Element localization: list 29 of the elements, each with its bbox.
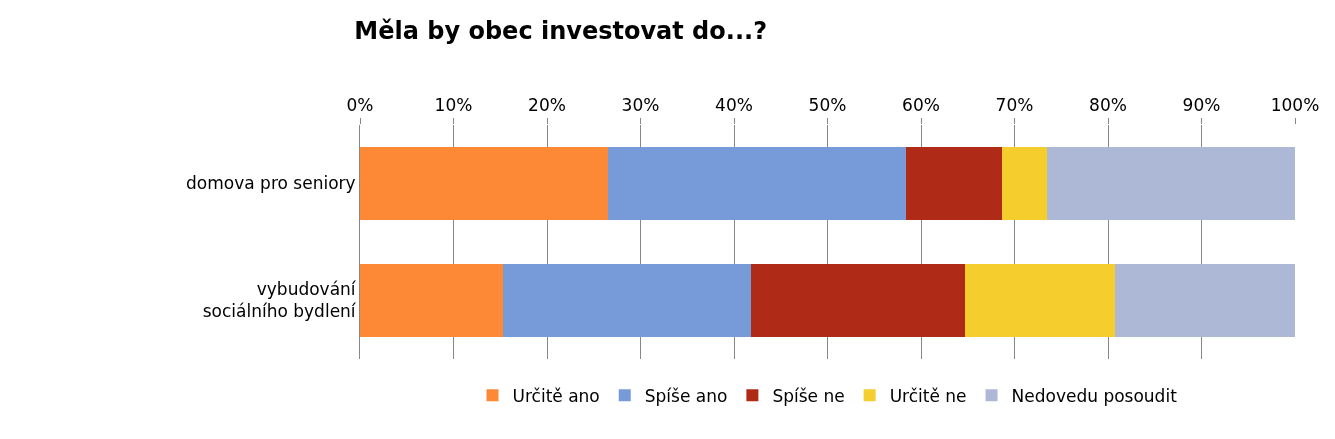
legend-label: Spíše ne <box>772 385 845 406</box>
x-tick-label: 100% <box>1270 95 1320 116</box>
x-tick-label: 20% <box>528 95 566 116</box>
y-tick-label: domova pro seniory <box>186 173 356 194</box>
y-tick-label: vybudování sociálního bydlení <box>202 279 357 322</box>
x-tick-label: 70% <box>995 95 1034 116</box>
x-tick-label: 80% <box>1089 95 1127 116</box>
bar <box>750 264 965 337</box>
x-tick-label: 30% <box>621 95 660 116</box>
x-tick-label: 40% <box>715 95 753 116</box>
legend-label: Určitě ne <box>889 385 967 406</box>
x-tick-label: 50% <box>808 95 847 116</box>
x-tick-label: 90% <box>1182 95 1221 116</box>
bar <box>360 264 504 337</box>
x-tick-label: 0% <box>346 95 374 116</box>
bar <box>1002 147 1048 220</box>
legend-label: Nedovedu posoudit <box>1011 385 1178 406</box>
bar <box>607 147 907 220</box>
bar <box>1115 264 1295 337</box>
bar <box>503 264 751 337</box>
x-tick-label: 60% <box>902 95 940 116</box>
x-tick-label: 10% <box>434 95 473 116</box>
bar <box>906 147 1003 220</box>
legend-label: Spíše ano <box>644 385 728 406</box>
bar <box>964 264 1116 337</box>
bar <box>360 147 608 220</box>
chart-title: Měla by obec investovat do...? <box>354 16 768 45</box>
bar <box>1047 147 1295 220</box>
legend-label: Určitě ano <box>512 385 600 406</box>
